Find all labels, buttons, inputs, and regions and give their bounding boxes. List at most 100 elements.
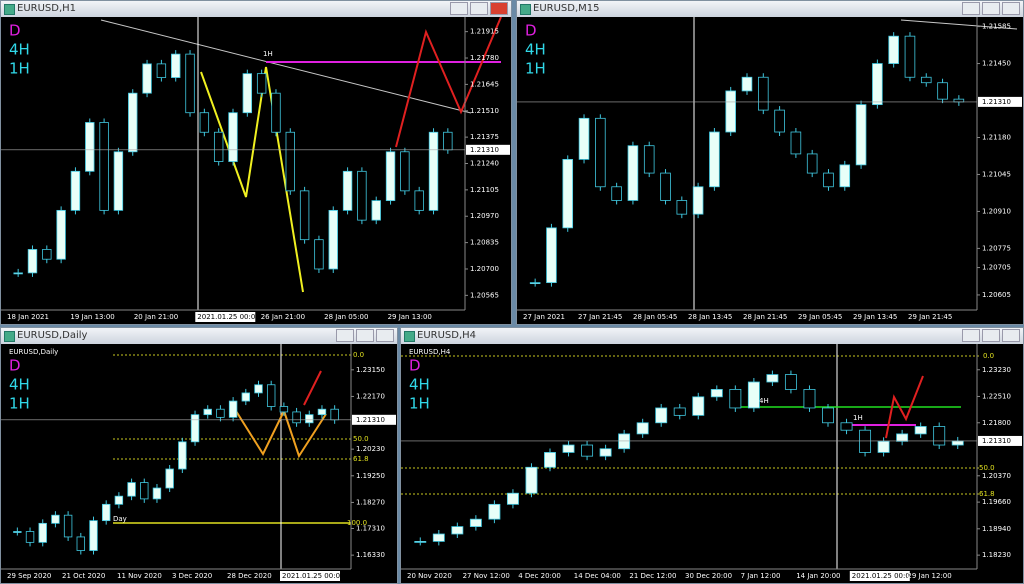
chart-window: EURUSD,Daily 0.0 50.0 61.8 100.0 Day 1.2… — [0, 327, 398, 584]
time-label: 21 Dec 12:00 — [629, 572, 676, 580]
time-label: 14 Dec 04:00 — [574, 572, 621, 580]
candle-body — [443, 131, 453, 151]
chart: 1H 1.21915 1.21780 1.21645 1.21510 1.21375 1.… — [1, 17, 510, 322]
price-label: 1.20565 — [470, 291, 499, 299]
candle-body — [256, 73, 267, 94]
current-price-box — [352, 414, 396, 425]
candle-body — [113, 151, 124, 211]
candle-body — [562, 158, 574, 229]
candle-body — [766, 374, 779, 383]
candle-body — [13, 531, 22, 533]
candle-body — [400, 151, 410, 192]
price-label: 1.21375 — [470, 133, 499, 141]
candle-body — [203, 408, 212, 416]
price-label: 1.21045 — [982, 170, 1011, 178]
minimize-button[interactable] — [336, 329, 354, 342]
close-button[interactable] — [1002, 329, 1020, 342]
candle-body — [156, 63, 167, 78]
candle-body — [271, 92, 281, 133]
minimize-button[interactable] — [962, 329, 980, 342]
chart-window: EURUSD,H1 1H 1.21915 1.21780 1.21645 1.2151… — [0, 0, 512, 325]
candle-body — [546, 227, 557, 284]
candle-body — [342, 170, 353, 211]
timeframe-label: 4H — [9, 376, 30, 394]
annotation: Day — [113, 515, 127, 523]
price-label: 1.18940 — [982, 525, 1011, 533]
time-label: 28 Jan 05:45 — [633, 313, 677, 321]
candle-body — [185, 53, 195, 114]
candle-body — [414, 541, 427, 543]
time-label: 29 Jan 21:45 — [908, 313, 952, 321]
timeframe-label: D — [9, 22, 21, 40]
time-label: 28 Jan 13:45 — [688, 313, 732, 321]
candle-body — [709, 131, 720, 188]
price-label: 1.17310 — [356, 525, 385, 533]
price-label: 1.21180 — [982, 133, 1011, 141]
close-button[interactable] — [1002, 2, 1020, 15]
timeframe-label: D — [409, 357, 421, 375]
candle-body — [618, 433, 631, 450]
candle-body — [643, 145, 655, 174]
maximize-button[interactable] — [470, 2, 488, 15]
pattern-line — [235, 410, 285, 457]
candle-body — [729, 389, 742, 409]
candle-body — [953, 98, 965, 103]
price-label: 1.21105 — [470, 186, 499, 194]
price-label: 1.21240 — [470, 160, 499, 168]
time-label: 2021.01.25 00:00 — [282, 572, 344, 580]
annotation: 1H — [263, 50, 273, 58]
candle-body — [228, 400, 238, 418]
candle-body — [266, 384, 276, 407]
candle-body — [933, 426, 946, 446]
candle-body — [228, 112, 238, 162]
symbol-label: EURUSD,Daily — [9, 348, 58, 356]
maximize-button[interactable] — [982, 2, 1000, 15]
fib-label: 100.0 — [347, 519, 367, 527]
price-label: 1.19660 — [982, 498, 1011, 506]
candle-body — [859, 429, 872, 453]
time-label: 29 Jan 12:00 — [907, 572, 951, 580]
candle-body — [578, 117, 590, 160]
candle-body — [611, 186, 622, 201]
time-label: 28 Jan 05:00 — [324, 313, 368, 321]
price-label: 1.22510 — [982, 392, 1011, 400]
price-label: 1.20910 — [982, 207, 1011, 215]
candle-body — [241, 392, 251, 402]
candle-body — [673, 407, 686, 416]
minimize-button[interactable] — [962, 2, 980, 15]
current-price-label: 1.21310 — [470, 146, 499, 154]
price-label: 1.20775 — [982, 244, 1011, 252]
maximize-button[interactable] — [982, 329, 1000, 342]
close-button[interactable] — [490, 2, 508, 15]
candle-body — [904, 35, 916, 78]
time-label: 2021.01.25 00:00 — [197, 313, 259, 321]
time-label: 20 Nov 2020 — [407, 572, 452, 580]
candle-body — [25, 531, 35, 543]
candle-body — [371, 200, 381, 221]
candle-body — [76, 536, 86, 551]
candle-body — [199, 112, 210, 133]
candle-body — [741, 76, 753, 92]
price-label: 1.20835 — [470, 239, 499, 247]
candle-body — [692, 186, 704, 215]
candle-body — [357, 170, 367, 221]
time-label: 30 Dec 20:00 — [685, 572, 732, 580]
window-title: EURUSD,H4 — [417, 330, 477, 341]
candle-body — [920, 76, 932, 84]
close-button[interactable] — [376, 329, 394, 342]
price-label: 1.20370 — [982, 472, 1011, 480]
window-buttons — [962, 329, 1020, 342]
maximize-button[interactable] — [356, 329, 374, 342]
price-label: 1.21510 — [470, 107, 499, 115]
price-label: 1.21645 — [470, 80, 499, 88]
time-highlight — [849, 571, 910, 581]
symbol-label: EURUSD,H4 — [409, 348, 451, 356]
time-label: 20 Jan 21:00 — [134, 313, 178, 321]
chart-window: EURUSD,H4 0.0 50.0 61.8 4H 1H 1.23230 1.2… — [400, 327, 1024, 584]
candle-body — [914, 426, 927, 435]
title-bar: EURUSD,H4 — [401, 328, 1023, 344]
candle-body — [823, 172, 834, 188]
window-title: EURUSD,H1 — [17, 3, 77, 14]
candle-body — [414, 190, 424, 211]
minimize-button[interactable] — [450, 2, 468, 15]
